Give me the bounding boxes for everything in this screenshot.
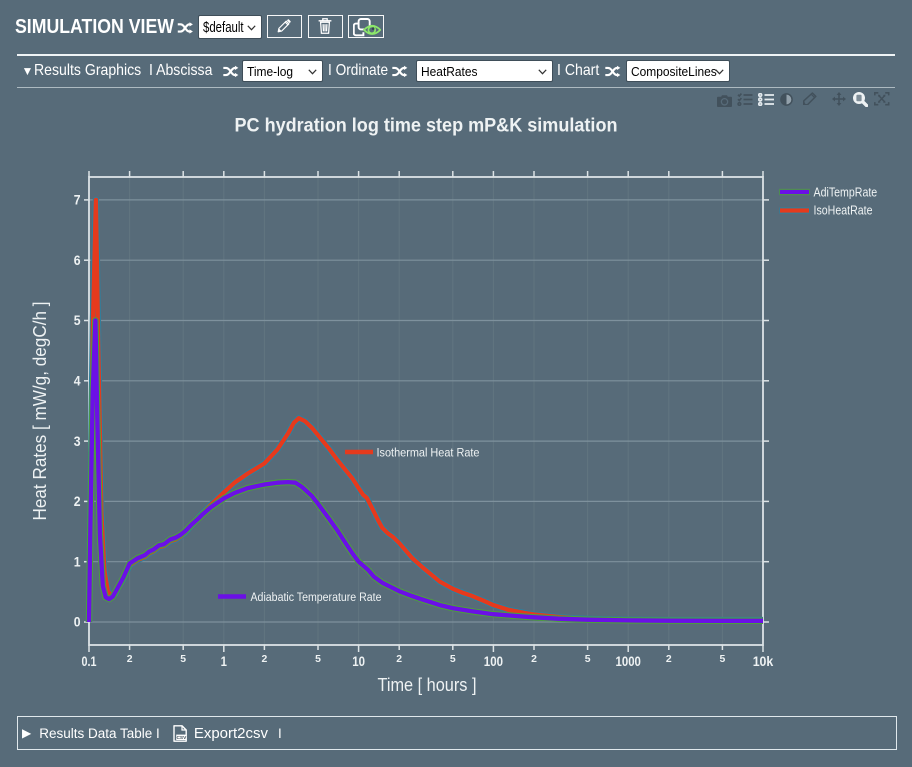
- svg-text:5: 5: [450, 653, 456, 665]
- svg-text:Adiabatic Temperature Rate: Adiabatic Temperature Rate: [251, 590, 382, 604]
- svg-text:5: 5: [585, 653, 591, 665]
- svg-text:10k: 10k: [753, 654, 774, 669]
- svg-text:2: 2: [127, 653, 133, 665]
- svg-text:AdiTempRate: AdiTempRate: [814, 185, 878, 199]
- svg-text:Isothermal Heat Rate: Isothermal Heat Rate: [377, 446, 480, 460]
- svg-text:5: 5: [315, 653, 321, 665]
- svg-text:0.1: 0.1: [82, 654, 97, 669]
- svg-text:2: 2: [531, 653, 537, 665]
- svg-text:7: 7: [74, 193, 81, 208]
- svg-text:1: 1: [221, 654, 228, 669]
- svg-text:CSV: CSV: [176, 735, 187, 741]
- svg-text:1000: 1000: [616, 654, 641, 669]
- svg-text:0: 0: [74, 615, 81, 630]
- svg-text:2: 2: [74, 494, 81, 509]
- svg-text:6: 6: [74, 253, 81, 268]
- svg-text:2: 2: [396, 653, 402, 665]
- svg-text:100: 100: [484, 654, 503, 669]
- svg-text:4: 4: [74, 374, 81, 389]
- svg-text:5: 5: [180, 653, 186, 665]
- svg-text:1: 1: [74, 554, 81, 569]
- svg-text:3: 3: [74, 434, 81, 449]
- svg-text:5: 5: [74, 313, 81, 328]
- svg-text:Heat Rates [ mW/g, degC/h ]: Heat Rates [ mW/g, degC/h ]: [30, 302, 50, 521]
- svg-text:10: 10: [352, 654, 365, 669]
- svg-text:PC hydration log time step mP&: PC hydration log time step mP&K simulati…: [235, 116, 618, 137]
- svg-text:Time [ hours ]: Time [ hours ]: [378, 675, 477, 695]
- svg-text:2: 2: [262, 653, 268, 665]
- svg-text:IsoHeatRate: IsoHeatRate: [814, 204, 873, 218]
- svg-text:2: 2: [666, 653, 672, 665]
- svg-text:5: 5: [720, 653, 726, 665]
